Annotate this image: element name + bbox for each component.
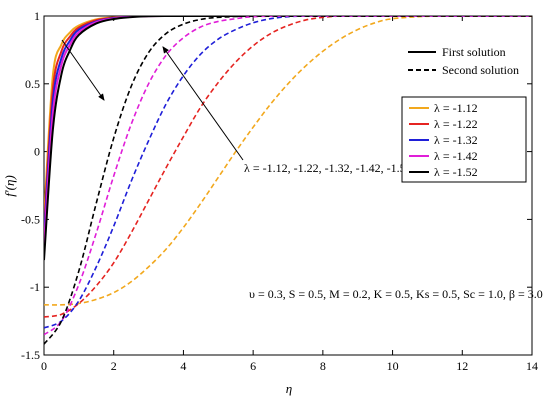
legend-solution-label: First solution [442, 45, 506, 59]
legend-lambda-label: λ = -1.22 [434, 117, 478, 131]
legend-lambda: λ = -1.12 λ = -1.22 λ = -1.32 λ = -1.42 λ = … [409, 101, 478, 179]
x-tick-label: 6 [250, 359, 256, 373]
x-tick-label: 12 [456, 359, 468, 373]
series-first-solution-line [44, 16, 532, 261]
y-tick-label: -1.5 [21, 348, 40, 362]
legend-solution-type: First solution Second solution [408, 45, 519, 77]
legend-solution-label: Second solution [442, 63, 519, 77]
legend-lambda-label: λ = -1.32 [434, 133, 478, 147]
series-second-solution-line [44, 16, 532, 329]
arrow-first-solution [61, 39, 105, 101]
series-second-solution-line [44, 16, 532, 345]
x-tick-label: 0 [41, 359, 47, 373]
parameters-annotation: υ = 0.3, S = 0.5, M = 0.2, K = 0.5, Ks =… [249, 287, 543, 301]
series-second-solution-line [44, 16, 532, 306]
y-tick-label: -0.5 [21, 212, 40, 226]
series-lines [44, 16, 532, 345]
y-axis-ticks: -1.5 -1 -0.5 0 0.5 1 [21, 9, 532, 362]
legend-lambda-label: λ = -1.52 [434, 165, 478, 179]
x-tick-label: 8 [320, 359, 326, 373]
legend-lambda-label: λ = -1.12 [434, 101, 478, 115]
y-tick-label: 1 [34, 9, 40, 23]
lambda-annotation: λ = -1.12, -1.22, -1.32, -1.42, -1.52 [244, 161, 412, 175]
legend-lambda-label: λ = -1.42 [434, 149, 478, 163]
y-tick-label: 0 [34, 145, 40, 159]
x-tick-label: 4 [180, 359, 186, 373]
series-second-solution-line [44, 16, 532, 318]
x-tick-label: 10 [387, 359, 399, 373]
series-second-solution-line [44, 16, 532, 336]
y-axis-label: f′(η) [2, 175, 17, 197]
y-tick-label: -1 [30, 280, 40, 294]
x-tick-label: 14 [526, 359, 538, 373]
x-tick-label: 2 [111, 359, 117, 373]
arrow-second-solution [162, 46, 244, 161]
y-tick-label: 0.5 [25, 77, 40, 91]
x-axis-label: η [286, 381, 292, 396]
